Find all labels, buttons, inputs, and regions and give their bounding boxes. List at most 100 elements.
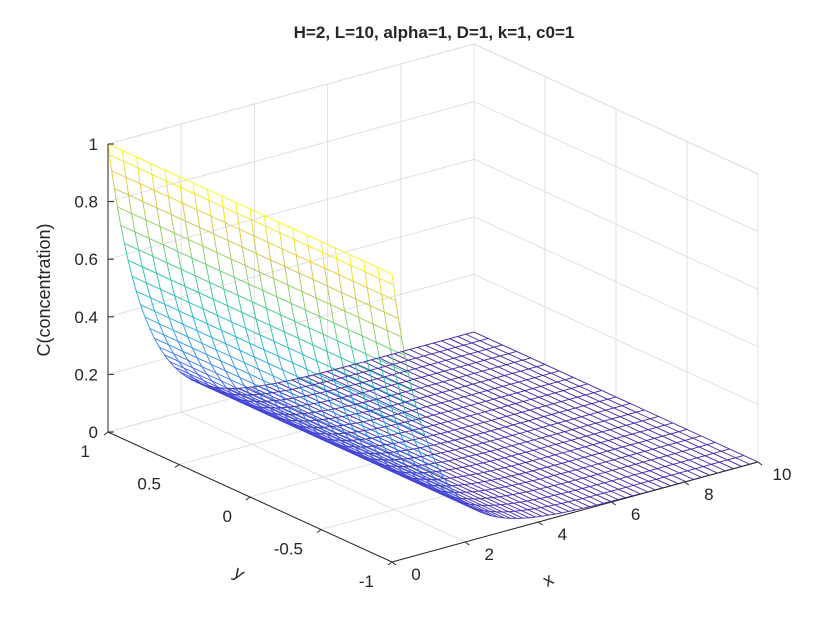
- surface-mesh-line-x: [145, 282, 151, 298]
- surface-mesh-line-x: [633, 420, 643, 424]
- surface-mesh-line-x: [381, 294, 385, 313]
- surface-mesh-line-x: [148, 238, 154, 257]
- surface-mesh-line-x: [612, 467, 621, 471]
- surface-mesh-line-x: [163, 354, 170, 362]
- surface-mesh-line-x: [650, 457, 660, 461]
- surface-mesh-line-x: [417, 344, 426, 348]
- surface-mesh-line-x: [141, 266, 147, 283]
- z-gridline-side: [473, 101, 759, 233]
- surface-mesh-line-x: [400, 434, 406, 446]
- surface-mesh-line-x: [170, 279, 176, 296]
- surface-mesh-line-x: [205, 264, 210, 283]
- surface-mesh-line-x: [405, 429, 413, 433]
- surface-mesh-line-x: [356, 361, 364, 365]
- y-tick-label: 0: [223, 507, 232, 526]
- surface-mesh-line-x: [484, 409, 493, 413]
- surface-mesh-line-x: [267, 363, 274, 376]
- surface-mesh-line-x: [440, 450, 448, 454]
- surface-mesh-line-x: [521, 409, 530, 413]
- z-tick-label: 0.2: [74, 365, 98, 384]
- surface-mesh-line-x: [680, 459, 690, 463]
- surface-mesh-line-x: [578, 435, 587, 439]
- surface-mesh-line-x: [475, 442, 484, 446]
- surface-mesh-line-x: [352, 281, 357, 300]
- surface-mesh-line-x: [554, 390, 564, 394]
- surface-mesh-line-x: [656, 424, 665, 428]
- z-tick-label: 0: [89, 423, 98, 442]
- surface-mesh-line-x: [557, 420, 567, 424]
- surface-mesh-line-x: [370, 367, 378, 371]
- surface-mesh-line-x: [379, 360, 385, 378]
- surface-mesh-line-x: [125, 177, 130, 196]
- surface-mesh-line-x: [265, 411, 272, 414]
- surface-mesh-line-x: [485, 346, 495, 350]
- surface-mesh-line-x: [310, 433, 317, 437]
- surface-mesh-line-x: [547, 494, 555, 498]
- surface-mesh-line-x: [463, 342, 472, 346]
- surface-mesh-line-x: [433, 340, 442, 344]
- surface-mesh-line-x: [518, 451, 527, 455]
- surface-mesh-line-x: [276, 296, 281, 315]
- surface-mesh-line-x: [565, 418, 574, 422]
- surface-mesh-line-x: [474, 370, 483, 374]
- surface-mesh-line-x: [542, 514, 549, 517]
- surface-mesh-line-x: [340, 385, 349, 389]
- surface-mesh-line-x: [298, 272, 303, 292]
- surface-mesh-line-x: [679, 470, 688, 474]
- surface-mesh-line-x: [281, 396, 288, 406]
- y-tick-label: -1: [359, 572, 374, 591]
- surface-mesh-line-x: [221, 195, 224, 207]
- surface-mesh-line-x: [389, 470, 396, 474]
- surface-mesh-line-x: [695, 466, 704, 470]
- surface-mesh-line-x: [482, 440, 491, 444]
- surface-mesh-line-x: [390, 413, 398, 417]
- surface-mesh-line-x: [249, 343, 255, 357]
- surface-mesh-line-x: [201, 343, 207, 355]
- surface-mesh-line-x: [511, 463, 519, 467]
- surface-mesh-line-x: [391, 432, 399, 436]
- surface-mesh-line-x: [622, 444, 631, 448]
- surface-mesh-line-x: [338, 422, 345, 432]
- surface-mesh-line-x: [483, 430, 491, 434]
- surface-mesh-line-x: [469, 423, 477, 427]
- surface-mesh-line-x: [267, 414, 274, 418]
- surface-mesh-line-x: [434, 452, 442, 455]
- surface-mesh-line-x: [144, 317, 151, 329]
- surface-mesh-line-x: [205, 385, 212, 390]
- surface-mesh-line-x: [277, 356, 284, 370]
- surface-mesh-line-x: [596, 492, 605, 496]
- surface-mesh-line-x: [154, 338, 160, 348]
- surface-mesh-line-x: [458, 375, 467, 379]
- y-axis-label: y: [230, 562, 248, 584]
- surface-mesh-line-x: [664, 422, 673, 426]
- surface-mesh-line-x: [348, 403, 356, 407]
- surface-mesh-line-x: [488, 377, 497, 381]
- surface-mesh-line-x: [212, 299, 218, 316]
- surface-mesh-line-x: [441, 338, 450, 342]
- surface-mesh-line-x: [462, 465, 470, 468]
- z-tick-label: 0.4: [74, 308, 98, 327]
- surface-mesh-line-x: [383, 384, 392, 388]
- surface-mesh-line-x: [463, 502, 470, 505]
- surface-mesh-line-x: [575, 488, 583, 491]
- surface-mesh-line-x: [703, 463, 712, 467]
- surface-mesh-line-x: [434, 391, 443, 395]
- surface-mesh-line-x: [251, 219, 255, 236]
- surface-mesh-line-x: [269, 325, 275, 342]
- surface-mesh-line-x: [403, 476, 410, 481]
- surface-mesh-line-x: [483, 470, 491, 473]
- surface-mesh-line-x: [456, 475, 464, 478]
- surface-mesh-line-x: [427, 393, 435, 397]
- surface-mesh-line-x: [673, 461, 682, 465]
- surface-mesh-line-x: [327, 398, 335, 402]
- surface-mesh-line-x: [287, 422, 294, 426]
- surface-mesh-line-x: [340, 357, 346, 374]
- surface-mesh-line-x: [312, 279, 317, 299]
- surface-mesh-line-x: [191, 347, 198, 359]
- surface-mesh-line-x: [583, 403, 592, 407]
- surface-mesh-line-x: [421, 483, 428, 486]
- surface-mesh-line-x: [202, 308, 208, 324]
- surface-mesh-line-x: [414, 440, 420, 453]
- surface-mesh-line-x: [635, 461, 644, 465]
- surface-mesh-line-x: [448, 398, 457, 402]
